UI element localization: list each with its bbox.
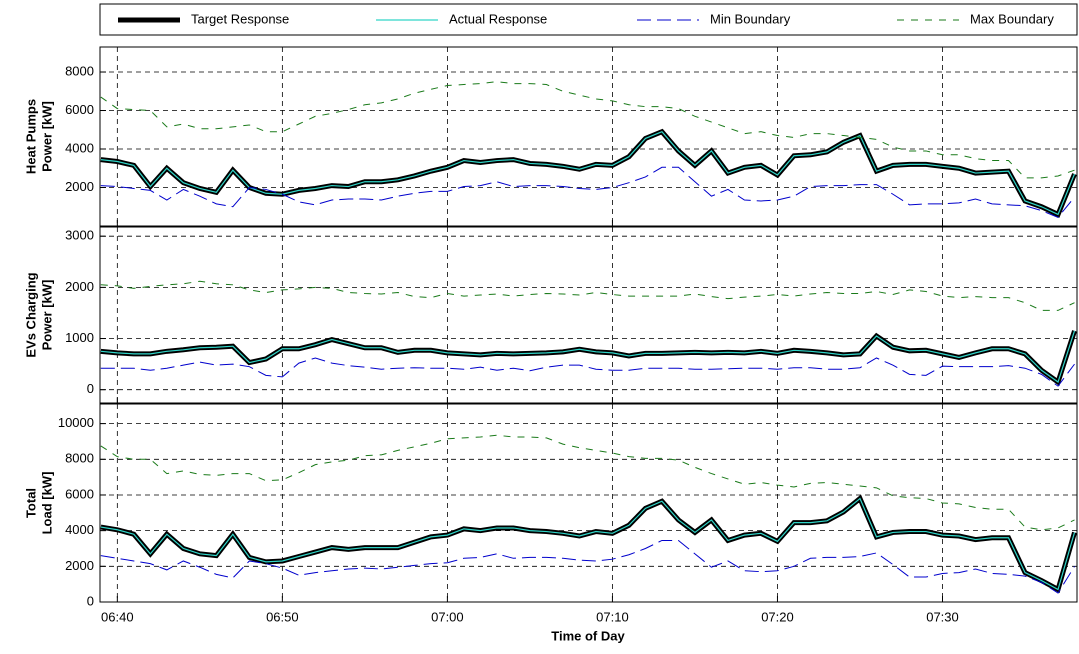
x-tick-label: 06:50 [266,609,299,624]
x-axis-label: Time of Day [551,628,625,643]
y-tick-label: 8000 [65,451,94,466]
y-axis-label: Load [kW] [39,472,54,535]
y-tick-label: 0 [87,381,94,396]
series-line [100,130,1076,216]
x-tick-label: 07:00 [431,609,464,624]
y-tick-label: 0 [87,593,94,608]
y-tick-label: 6000 [65,486,94,501]
series-line [100,81,1075,179]
legend-label: Max Boundary [970,11,1054,26]
y-axis-label: Total [23,488,38,518]
x-tick-label: 06:40 [101,609,134,624]
y-tick-label: 10000 [58,415,94,430]
y-axis-label: Heat Pumps [23,99,38,174]
y-axis-label: Power [kW] [39,101,54,172]
y-tick-label: 4000 [65,140,94,155]
plot-frame [99,403,1078,603]
y-tick-label: 2000 [65,558,94,573]
series-line [100,330,1076,383]
y-tick-label: 2000 [65,179,94,194]
series-line [100,280,1075,311]
legend-label: Target Response [191,11,289,26]
y-axis-label: EVs Charging [23,272,38,357]
plot-area [100,47,1077,226]
legend-label: Actual Response [449,11,547,26]
y-tick-label: 1000 [65,330,94,345]
series-line [100,539,1075,594]
y-tick-label: 6000 [65,102,94,117]
series-line [100,357,1075,387]
legend-label: Min Boundary [710,11,791,26]
plot-area [100,227,1077,403]
plot-frame [99,46,1078,227]
x-tick-label: 07:30 [926,609,959,624]
x-tick-label: 07:20 [761,609,794,624]
y-tick-label: 8000 [65,63,94,78]
series-line [100,434,1075,531]
y-tick-label: 2000 [65,279,94,294]
plot-area [100,404,1077,602]
x-tick-label: 07:10 [596,609,629,624]
y-tick-label: 4000 [65,522,94,537]
series-line [100,497,1076,591]
y-axis-label: Power [kW] [39,280,54,351]
y-tick-label: 3000 [65,228,94,243]
plot-frame [99,226,1078,404]
series-line [100,166,1075,218]
